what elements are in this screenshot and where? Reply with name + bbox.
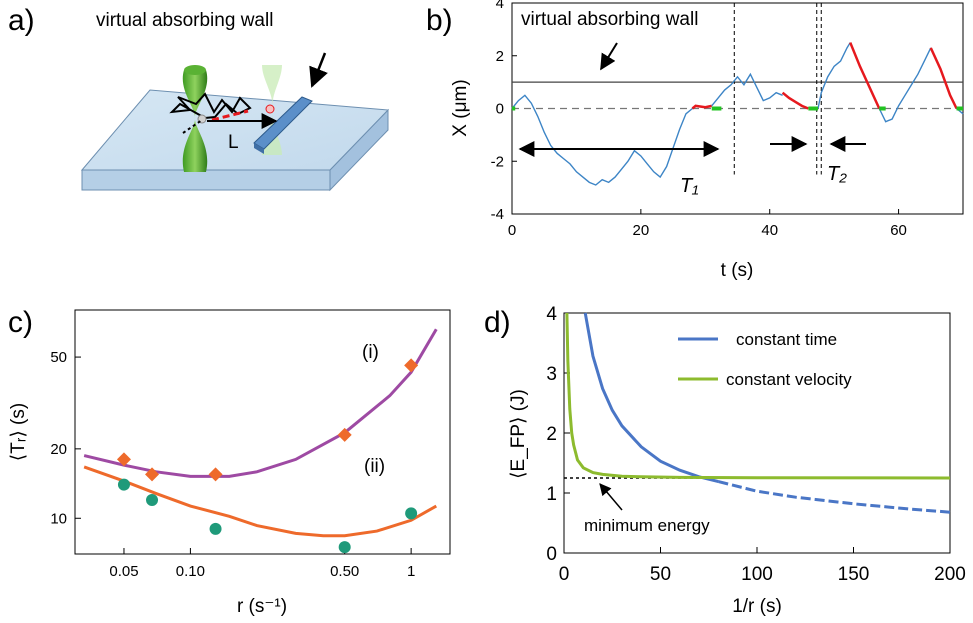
slab-top <box>80 89 390 171</box>
data-point-diamond <box>116 452 131 467</box>
d-xtick-label: 0 <box>559 564 570 585</box>
d-xtick-label: 150 <box>838 564 870 585</box>
panel-c-plot-frame <box>74 309 451 555</box>
c-xtick-label: 0.10 <box>176 563 205 580</box>
d-xtick-label: 200 <box>934 564 966 585</box>
b-ytick-label: 0 <box>496 101 504 118</box>
data-point-diamond <box>145 467 160 482</box>
series-ii-label: (ii) <box>364 456 385 477</box>
panel-a-label: a) <box>8 4 35 37</box>
optical-trap-beam <box>182 70 208 172</box>
panel-d-series <box>565 312 951 514</box>
b-xtick-label: 20 <box>633 222 650 239</box>
b-xtick-label: 60 <box>890 222 907 239</box>
panel-c-axes: 0.05 0.10 0.50 1 10 20 50 <box>50 349 415 580</box>
panel-b-trajectory <box>511 42 964 186</box>
reset-segment <box>691 104 712 110</box>
panel-b: b) 0 20 40 60 -4 -2 0 2 4 virtual absorbing wall… <box>426 0 964 281</box>
particle-ghost <box>265 104 275 114</box>
d-xtick-label: 100 <box>741 564 773 585</box>
c-ytick-label: 50 <box>50 349 67 366</box>
panel-c-xlabel: r (s⁻¹) <box>237 596 287 617</box>
panel-b-ylabel: X (μm) <box>450 79 471 136</box>
constant-time-curve <box>583 312 719 484</box>
distance-label: L <box>228 132 239 153</box>
panel-d-xlabel: 1/r (s) <box>732 596 782 617</box>
b-ytick-label: -4 <box>491 206 504 223</box>
panel-a-wall-text: virtual absorbing wall <box>96 10 273 31</box>
slab-front <box>81 169 331 191</box>
t1-label: T₁ <box>680 175 699 197</box>
data-point-circle <box>117 478 130 491</box>
data-point-circle <box>405 507 418 520</box>
panel-c-label: c) <box>8 306 33 339</box>
c-xtick-label: 1 <box>407 563 415 580</box>
legend-constant-time-label: constant time <box>736 330 837 349</box>
reset-segment <box>929 47 958 110</box>
b-xtick-label: 0 <box>508 222 516 239</box>
reset-segment <box>849 42 881 110</box>
fit-curve-2 <box>83 465 438 538</box>
b-ytick-label: 2 <box>496 48 504 65</box>
t2-label: T₂ <box>827 163 847 185</box>
c-xtick-label: 0.50 <box>330 563 359 580</box>
panel-a: a) virtual absorbing wall L <box>8 4 390 192</box>
panel-b-wall-text: virtual absorbing wall <box>521 9 698 30</box>
panel-d-ylabel: ⟨E_FP⟩ (J) <box>508 389 529 479</box>
diffusion-segment <box>511 94 693 186</box>
panel-b-xlabel: t (s) <box>721 260 754 281</box>
panel-d: d) 0 50 100 150 200 0 1 2 3 4 constant time const… <box>484 304 966 617</box>
panel-c-ylabel: ⟨Tᵣ⟩ (s) <box>8 403 29 461</box>
diffusion-segment <box>878 47 932 123</box>
wall-pointer-arrow <box>309 52 328 88</box>
beam-top <box>184 65 206 75</box>
absorbing-wall-end <box>254 143 264 154</box>
series-i-label: (i) <box>362 342 379 363</box>
constant-velocity-curve <box>565 312 951 480</box>
data-point-diamond <box>404 358 419 373</box>
d-xtick-label: 50 <box>650 564 671 585</box>
b-ytick-label: 4 <box>496 0 504 12</box>
c-xtick-label: 0.05 <box>109 563 138 580</box>
reset-segment <box>781 91 809 110</box>
diffusion-segment <box>711 72 783 107</box>
panel-b-axes: 0 20 40 60 -4 -2 0 2 4 <box>491 0 963 239</box>
data-point-diamond <box>208 467 223 482</box>
panel-b-wall-pointer <box>600 42 618 71</box>
brownian-trajectory <box>169 92 252 119</box>
panel-b-plot-frame <box>511 2 964 215</box>
fit-curve-1 <box>83 328 438 478</box>
data-point-circle <box>209 522 222 535</box>
panel-c-series <box>83 328 438 554</box>
panel-b-label: b) <box>426 4 453 37</box>
d-ytick-label: 3 <box>546 364 557 385</box>
min-energy-annotation: minimum energy <box>584 516 710 535</box>
data-point-diamond <box>337 427 352 442</box>
diffusion-segment <box>817 42 851 109</box>
b-ytick-label: -2 <box>491 153 504 170</box>
d-ytick-label: 2 <box>546 424 557 445</box>
min-energy-pointer <box>599 483 623 511</box>
legend-constant-velocity-label: constant velocity <box>726 370 852 389</box>
b-xtick-label: 40 <box>761 222 778 239</box>
panel-d-label: d) <box>484 306 511 339</box>
trap-center-marker <box>182 119 203 134</box>
d-ytick-label: 1 <box>546 484 557 505</box>
constant-time-curve-dashed <box>718 480 951 514</box>
reset-path <box>211 109 249 122</box>
data-point-circle <box>338 541 351 554</box>
c-ytick-label: 20 <box>50 441 67 458</box>
d-ytick-label: 4 <box>546 304 557 325</box>
d-ytick-label: 0 <box>546 544 557 565</box>
data-point-circle <box>146 494 159 507</box>
c-ytick-label: 10 <box>50 510 67 527</box>
